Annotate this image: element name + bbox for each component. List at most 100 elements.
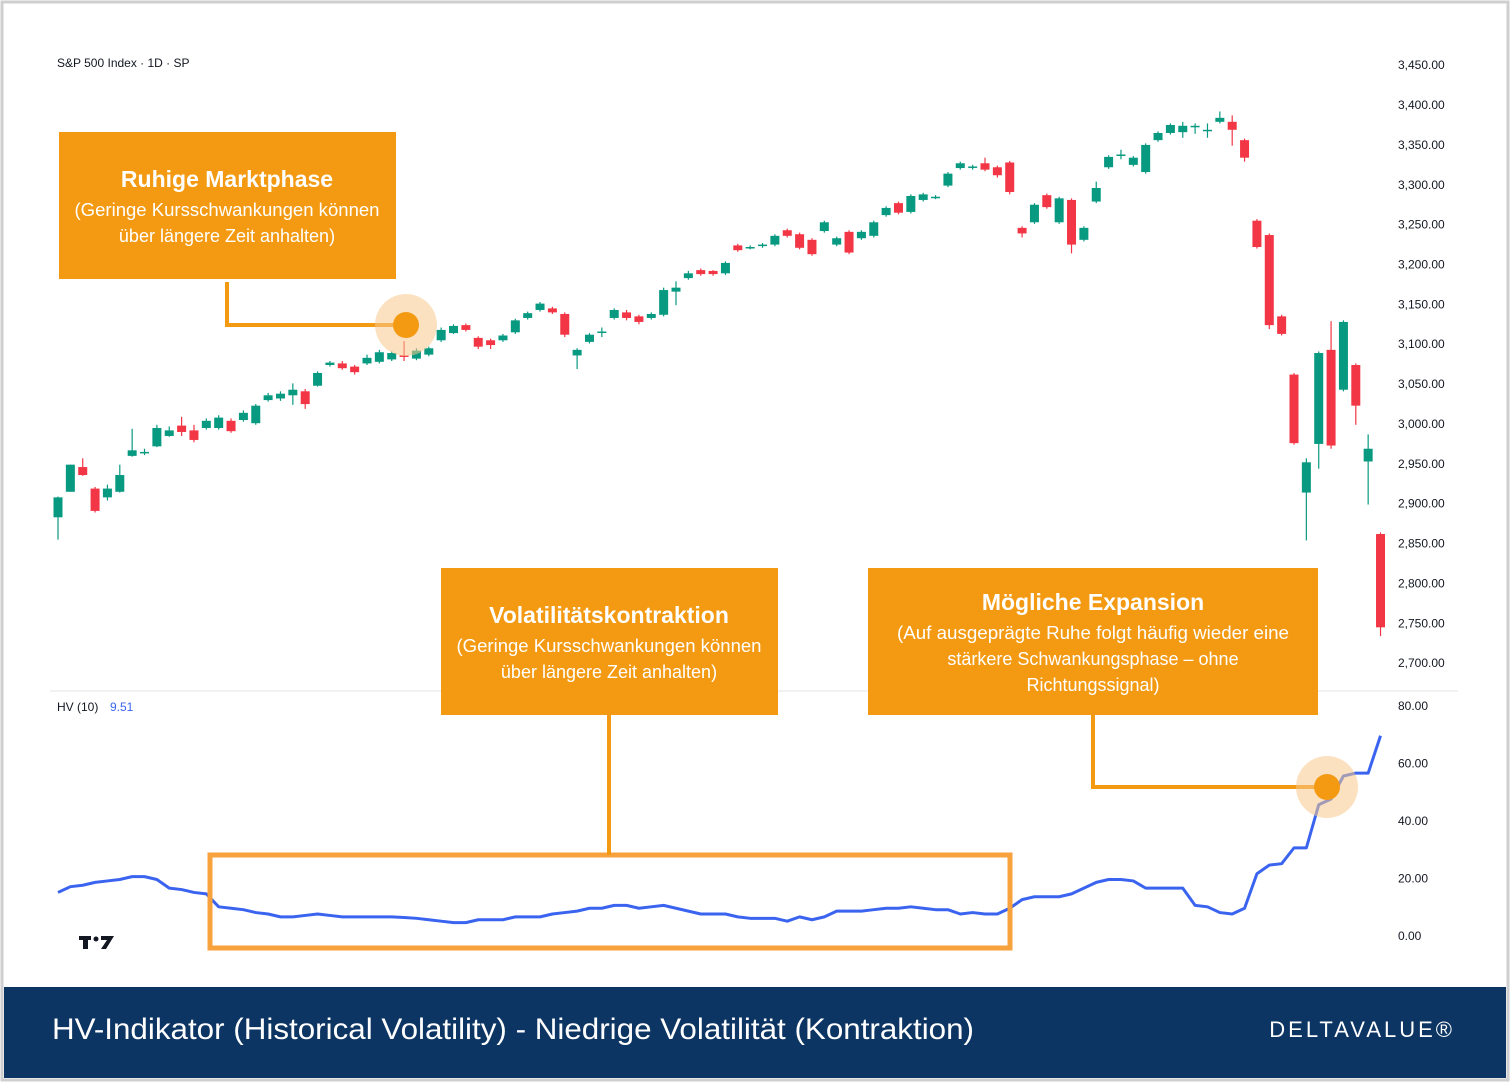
candle-body [350,366,360,373]
candle-body [1289,374,1299,444]
candle-body [906,195,916,212]
candle-body [1116,154,1126,157]
candle-body [1042,195,1052,208]
annotation-text: stärkere Schwankungsphase – ohne [947,649,1238,669]
candle-body [733,245,743,251]
candle-body [671,287,681,292]
candle-body [1227,121,1237,130]
candle-body [1338,321,1348,390]
candle-body [374,352,384,362]
candle-body [881,207,891,216]
candle-body [795,234,805,248]
candle-body [53,497,63,518]
candle-body [424,348,434,355]
candle-body [313,372,323,386]
candle-body [869,222,879,236]
candle-body [1326,349,1336,446]
candle-body [152,427,162,447]
candle-body [1351,365,1361,406]
candle-body [1029,204,1039,223]
candle-body [758,244,768,247]
candle-body [547,308,557,313]
y-tick-label: 0.00 [1398,929,1422,943]
candle-body [486,340,496,346]
candle-body [78,467,88,476]
instrument-label: S&P 500 Index · 1D · SP [57,56,190,70]
candle-body [1376,534,1386,628]
y-tick-label: 3,000.00 [1398,417,1445,431]
y-tick-label: 2,700.00 [1398,656,1445,670]
footer-bar [4,987,1506,1078]
candle-body [782,230,792,236]
candle-body [523,313,533,318]
candle-body [189,430,199,440]
candle-body [449,325,459,334]
candle-body [325,362,335,365]
candle-body [1165,125,1175,133]
candle-body [399,355,409,357]
highlight-dot [1314,774,1340,800]
y-tick-label: 2,800.00 [1398,576,1445,590]
candle-body [1363,448,1373,462]
hv-label: HV (10) [57,700,98,714]
candle-body [955,163,965,169]
candle-body [127,450,137,456]
y-tick-label: 3,450.00 [1398,58,1445,72]
annotation-box [59,132,396,279]
candle-body [1091,187,1101,202]
y-tick-label: 80.00 [1398,699,1428,713]
candle-body [473,337,483,347]
candle-body [263,395,273,401]
candle-body [1190,125,1200,128]
candle-body [992,167,1002,176]
annotation-text: (Geringe Kursschwankungen können [75,200,380,220]
annotation-box [441,568,778,715]
candle-body [300,391,310,405]
candle-body [659,290,669,315]
candle-body [1153,132,1163,141]
candle-body [770,235,780,245]
y-tick-label: 3,150.00 [1398,297,1445,311]
annotation-text: über längere Zeit anhalten) [119,226,335,246]
candle-body [1240,140,1250,158]
candle-body [931,196,941,199]
candle-body [1067,199,1077,245]
y-tick-label: 2,850.00 [1398,537,1445,551]
candle-body [411,350,421,359]
candle-body [807,239,817,255]
annotation-title: Mögliche Expansion [982,589,1204,615]
candle-body [65,464,75,492]
candle-body [844,231,854,253]
candle-body [1128,157,1138,165]
y-tick-label: 3,100.00 [1398,337,1445,351]
y-tick-label: 3,350.00 [1398,138,1445,152]
candle-body [572,349,582,356]
annotation-title: Ruhige Marktphase [121,166,333,192]
annotation-text: Richtungssignal) [1026,675,1159,695]
candle-body [1104,156,1114,168]
y-tick-label: 40.00 [1398,814,1428,828]
candle-body [214,417,224,428]
candle-body [980,163,990,170]
candle-body [1215,117,1225,122]
candle-body [856,231,866,239]
candle-body [745,246,755,249]
candle-body [720,262,730,274]
candle-body [597,331,607,334]
candle-body [1178,125,1188,133]
candle-body [436,329,446,341]
y-tick-label: 3,050.00 [1398,377,1445,391]
highlight-dot [393,312,419,338]
annotation-box [868,568,1318,715]
y-tick-label: 3,200.00 [1398,258,1445,272]
y-tick-label: 2,900.00 [1398,497,1445,511]
y-tick-label: 3,300.00 [1398,178,1445,192]
candle-body [251,405,261,424]
candle-body [584,334,594,342]
candle-body [646,313,656,318]
candle-body [609,309,619,318]
candle-body [226,420,236,432]
candle-body [238,412,248,421]
candle-body [362,357,372,364]
